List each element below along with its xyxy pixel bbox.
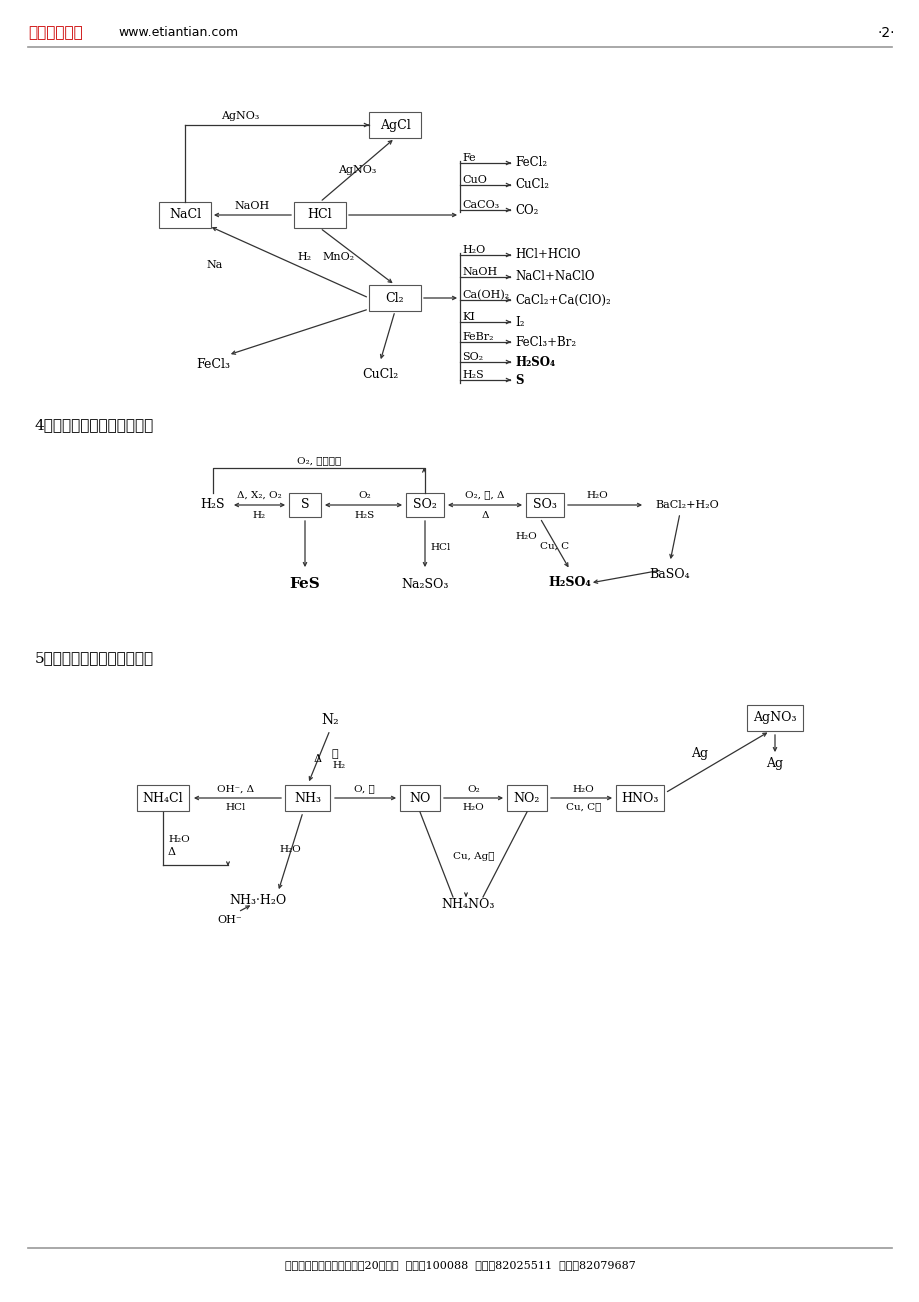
Text: H₂O: H₂O: [572, 785, 594, 793]
Text: H₂: H₂: [332, 762, 345, 771]
Text: NO₂: NO₂: [513, 792, 539, 805]
Text: I₂: I₂: [515, 315, 524, 328]
Text: S: S: [515, 374, 523, 387]
Text: FeS: FeS: [289, 577, 320, 591]
Text: MnO₂: MnO₂: [322, 251, 354, 262]
Text: FeCl₃+Br₂: FeCl₃+Br₂: [515, 336, 575, 349]
Text: CaCl₂+Ca(ClO)₂: CaCl₂+Ca(ClO)₂: [515, 293, 610, 306]
Text: H₂O: H₂O: [461, 245, 484, 255]
Bar: [405, 493, 444, 517]
Text: BaCl₂+H₂O: BaCl₂+H₂O: [654, 500, 718, 510]
Text: CO₂: CO₂: [515, 203, 538, 216]
Bar: [285, 785, 330, 811]
Text: Ag: Ag: [766, 756, 783, 769]
Bar: [746, 704, 802, 730]
Text: O₂: O₂: [358, 491, 371, 500]
Bar: [294, 202, 346, 228]
Bar: [369, 285, 421, 311]
Text: ·2·: ·2·: [877, 26, 894, 40]
Text: HCl: HCl: [307, 208, 332, 221]
Text: 4．硫及其化合物的转化关系: 4．硫及其化合物的转化关系: [35, 418, 154, 432]
Text: H₂: H₂: [298, 251, 312, 262]
Text: SO₂: SO₂: [461, 352, 482, 362]
Text: H₂O: H₂O: [586, 491, 607, 500]
Text: H₂O: H₂O: [462, 802, 483, 811]
Bar: [289, 493, 321, 517]
Text: HCl: HCl: [225, 802, 245, 811]
Text: Δ: Δ: [481, 510, 488, 519]
Text: www.etiantian.com: www.etiantian.com: [118, 26, 238, 39]
Text: Fe: Fe: [461, 154, 475, 163]
Text: KI: KI: [461, 312, 474, 322]
Text: Na: Na: [207, 259, 223, 270]
Text: FeBr₂: FeBr₂: [461, 332, 493, 342]
Text: H₂: H₂: [252, 510, 266, 519]
Bar: [400, 785, 439, 811]
Text: OH⁻, Δ: OH⁻, Δ: [217, 785, 254, 793]
Text: O₂, 催, Δ: O₂, 催, Δ: [465, 491, 505, 500]
Text: AgCl: AgCl: [380, 118, 410, 132]
Bar: [506, 785, 547, 811]
Text: HNO₃: HNO₃: [620, 792, 658, 805]
Text: H₂SO₄: H₂SO₄: [548, 577, 591, 590]
Text: H₂SO₄: H₂SO₄: [515, 355, 554, 368]
Text: BaSO₄: BaSO₄: [649, 568, 689, 581]
Text: Δ: Δ: [168, 848, 176, 857]
Text: H₂S: H₂S: [461, 370, 483, 380]
Text: Cu, C浓: Cu, C浓: [565, 802, 600, 811]
Text: O, 催: O, 催: [353, 785, 374, 793]
Text: CuO: CuO: [461, 174, 486, 185]
Text: NaCl+NaClO: NaCl+NaClO: [515, 271, 594, 284]
Text: Cu, C: Cu, C: [539, 542, 569, 551]
Text: H₂O: H₂O: [278, 845, 301, 854]
Text: H₂O: H₂O: [168, 836, 189, 845]
Text: 北京四中网校: 北京四中网校: [28, 26, 83, 40]
Text: SO₂: SO₂: [413, 499, 437, 512]
Text: 5．氮及其化合物的转化关系: 5．氮及其化合物的转化关系: [35, 651, 154, 665]
Bar: [369, 112, 421, 138]
Text: AgNO₃: AgNO₃: [221, 111, 259, 121]
Text: AgNO₃: AgNO₃: [337, 165, 376, 174]
Text: Cl₂: Cl₂: [385, 292, 403, 305]
Text: FeCl₃: FeCl₃: [196, 358, 230, 371]
Text: FeCl₂: FeCl₂: [515, 156, 547, 169]
Text: NH₃: NH₃: [294, 792, 321, 805]
Text: S: S: [301, 499, 309, 512]
Text: NO: NO: [409, 792, 430, 805]
Text: NH₄NO₃: NH₄NO₃: [441, 898, 494, 911]
Text: Ca(OH)₂: Ca(OH)₂: [461, 290, 508, 301]
Text: NaOH: NaOH: [461, 267, 496, 277]
Bar: [159, 202, 210, 228]
Text: Δ, X₂, O₂: Δ, X₂, O₂: [236, 491, 281, 500]
Text: NaCl: NaCl: [169, 208, 201, 221]
Text: 地址：北京市西城区新德街20号四层  邮编：100088  电话：82025511  传真：82079687: 地址：北京市西城区新德街20号四层 邮编：100088 电话：82025511 …: [284, 1260, 635, 1269]
Text: HCl+HClO: HCl+HClO: [515, 249, 580, 262]
Text: NH₄Cl: NH₄Cl: [142, 792, 183, 805]
Bar: [616, 785, 664, 811]
Text: CuCl₂: CuCl₂: [361, 367, 398, 380]
Text: O₂: O₂: [467, 785, 480, 793]
Text: N₂: N₂: [321, 713, 338, 727]
Bar: [137, 785, 188, 811]
Text: AgNO₃: AgNO₃: [753, 711, 796, 724]
Text: CuCl₂: CuCl₂: [515, 178, 549, 191]
Text: SO₃: SO₃: [532, 499, 556, 512]
Bar: [526, 493, 563, 517]
Text: Na₂SO₃: Na₂SO₃: [401, 578, 448, 591]
Text: Ag: Ag: [691, 746, 708, 759]
Text: OH⁻: OH⁻: [218, 915, 242, 924]
Text: NaOH: NaOH: [234, 201, 270, 211]
Text: NH₃·H₂O: NH₃·H₂O: [229, 893, 287, 906]
Text: H₂S: H₂S: [355, 510, 375, 519]
Text: Cu, Ag稀: Cu, Ag稀: [452, 852, 494, 861]
Text: 催: 催: [332, 749, 338, 759]
Text: HCl: HCl: [429, 543, 450, 552]
Text: Δ: Δ: [313, 754, 322, 764]
Text: CaCO₃: CaCO₃: [461, 201, 499, 210]
Text: H₂S: H₂S: [200, 499, 225, 512]
Text: H₂O: H₂O: [515, 533, 537, 542]
Text: O₂, 完全燃烧: O₂, 完全燃烧: [297, 457, 341, 466]
